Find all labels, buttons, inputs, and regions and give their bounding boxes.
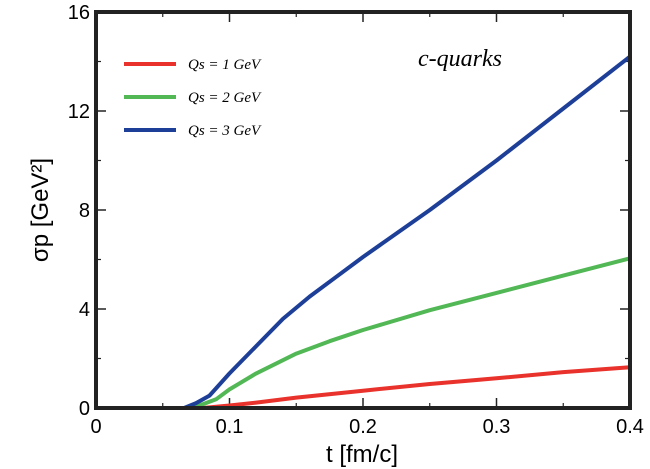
chart-annotation: c-quarks (418, 46, 502, 72)
x-tick-label: 0.3 (483, 416, 511, 438)
tick-labels: 0 0.1 0.2 0.3 0.4 0 4 8 12 16 (68, 2, 644, 438)
series-lines (96, 55, 632, 410)
y-tick-label: 0 (79, 398, 90, 420)
legend-label-1: Qs = 1 GeV (188, 57, 262, 73)
series-line-3 (96, 55, 632, 410)
y-tick-label: 8 (79, 200, 90, 222)
x-tick-label: 0.1 (216, 416, 244, 438)
x-tick-label: 0.2 (349, 416, 377, 438)
legend-label-3: Qs = 3 GeV (188, 123, 262, 139)
y-tick-label: 16 (68, 2, 90, 24)
y-axis-label: σp [GeV²] (27, 158, 54, 262)
legend: Qs = 1 GeV Qs = 2 GeV Qs = 3 GeV (124, 57, 262, 139)
x-tick-label: 0 (90, 416, 101, 438)
x-axis-label: t [fm/c] (326, 441, 398, 468)
y-tick-label: 12 (68, 101, 90, 123)
series-line-2 (96, 256, 631, 410)
y-tick-label: 4 (79, 299, 90, 321)
legend-label-2: Qs = 2 GeV (188, 90, 262, 106)
tick-marks (95, 11, 631, 409)
plot-frame (94, 10, 632, 410)
x-tick-label: 0.4 (616, 416, 644, 438)
